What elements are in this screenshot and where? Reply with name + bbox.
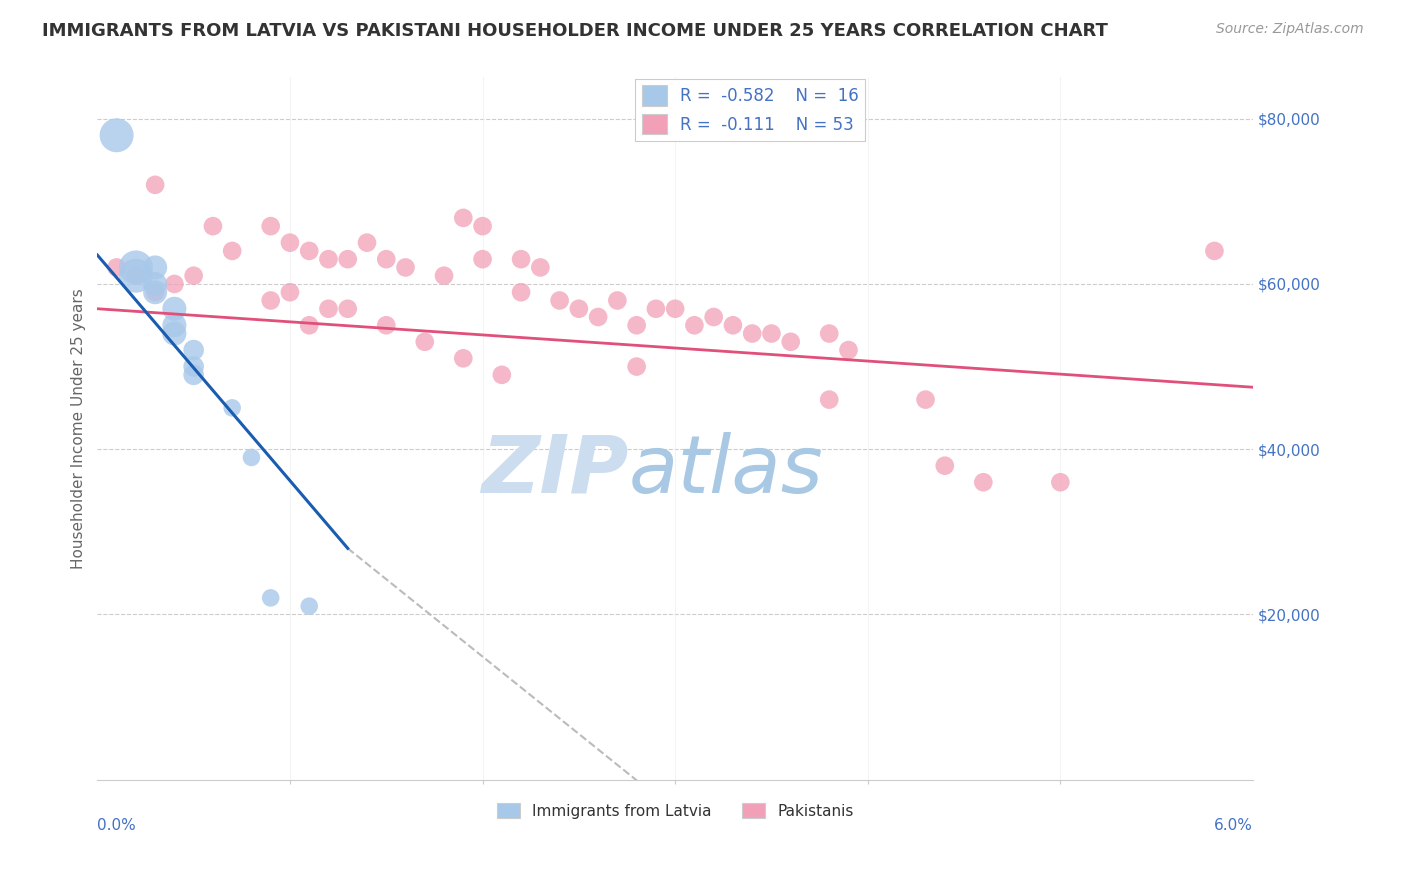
Point — [201, 219, 224, 234]
Point — [125, 268, 148, 283]
Y-axis label: Householder Income Under 25 years: Householder Income Under 25 years — [72, 288, 86, 569]
Point — [683, 318, 706, 333]
Point — [510, 252, 533, 267]
Text: Source: ZipAtlas.com: Source: ZipAtlas.com — [1216, 22, 1364, 37]
Point — [586, 310, 609, 324]
Point — [703, 310, 725, 324]
Point — [644, 301, 666, 316]
Text: 6.0%: 6.0% — [1215, 818, 1253, 833]
Point — [143, 178, 166, 192]
Point — [260, 591, 283, 605]
Point — [1204, 244, 1226, 258]
Point — [433, 268, 456, 283]
Text: IMMIGRANTS FROM LATVIA VS PAKISTANI HOUSEHOLDER INCOME UNDER 25 YEARS CORRELATIO: IMMIGRANTS FROM LATVIA VS PAKISTANI HOUS… — [42, 22, 1108, 40]
Point — [491, 368, 513, 382]
Point — [318, 301, 340, 316]
Point — [105, 128, 128, 143]
Point — [278, 235, 301, 250]
Point — [143, 285, 166, 300]
Text: ZIP: ZIP — [482, 432, 628, 509]
Point — [837, 343, 859, 357]
Point — [260, 293, 283, 308]
Point — [741, 326, 763, 341]
Point — [183, 343, 205, 357]
Point — [626, 318, 648, 333]
Point — [278, 285, 301, 300]
Point — [934, 458, 956, 473]
Point — [375, 252, 398, 267]
Point — [818, 326, 841, 341]
Point — [471, 219, 494, 234]
Point — [394, 260, 416, 275]
Point — [143, 277, 166, 291]
Point — [298, 599, 321, 614]
Point — [548, 293, 571, 308]
Point — [664, 301, 686, 316]
Point — [298, 244, 321, 258]
Point — [221, 401, 243, 415]
Point — [761, 326, 783, 341]
Point — [298, 318, 321, 333]
Point — [972, 475, 994, 490]
Point — [318, 252, 340, 267]
Point — [221, 244, 243, 258]
Point — [818, 392, 841, 407]
Text: 0.0%: 0.0% — [97, 818, 136, 833]
Point — [413, 334, 436, 349]
Point — [336, 301, 359, 316]
Point — [183, 359, 205, 374]
Point — [143, 285, 166, 300]
Point — [336, 252, 359, 267]
Point — [163, 326, 186, 341]
Text: atlas: atlas — [628, 432, 824, 509]
Point — [453, 211, 475, 225]
Point — [453, 351, 475, 366]
Point — [1049, 475, 1071, 490]
Point — [721, 318, 744, 333]
Point — [529, 260, 551, 275]
Point — [626, 359, 648, 374]
Point — [105, 260, 128, 275]
Point — [125, 268, 148, 283]
Point — [163, 318, 186, 333]
Point — [183, 268, 205, 283]
Point — [260, 219, 283, 234]
Point — [163, 277, 186, 291]
Point — [375, 318, 398, 333]
Point — [240, 450, 263, 465]
Point — [125, 260, 148, 275]
Point — [510, 285, 533, 300]
Point — [356, 235, 378, 250]
Point — [163, 301, 186, 316]
Point — [779, 334, 801, 349]
Point — [143, 260, 166, 275]
Point — [606, 293, 628, 308]
Point — [471, 252, 494, 267]
Point — [568, 301, 591, 316]
Point — [914, 392, 936, 407]
Point — [183, 368, 205, 382]
Legend: Immigrants from Latvia, Pakistanis: Immigrants from Latvia, Pakistanis — [491, 797, 859, 824]
